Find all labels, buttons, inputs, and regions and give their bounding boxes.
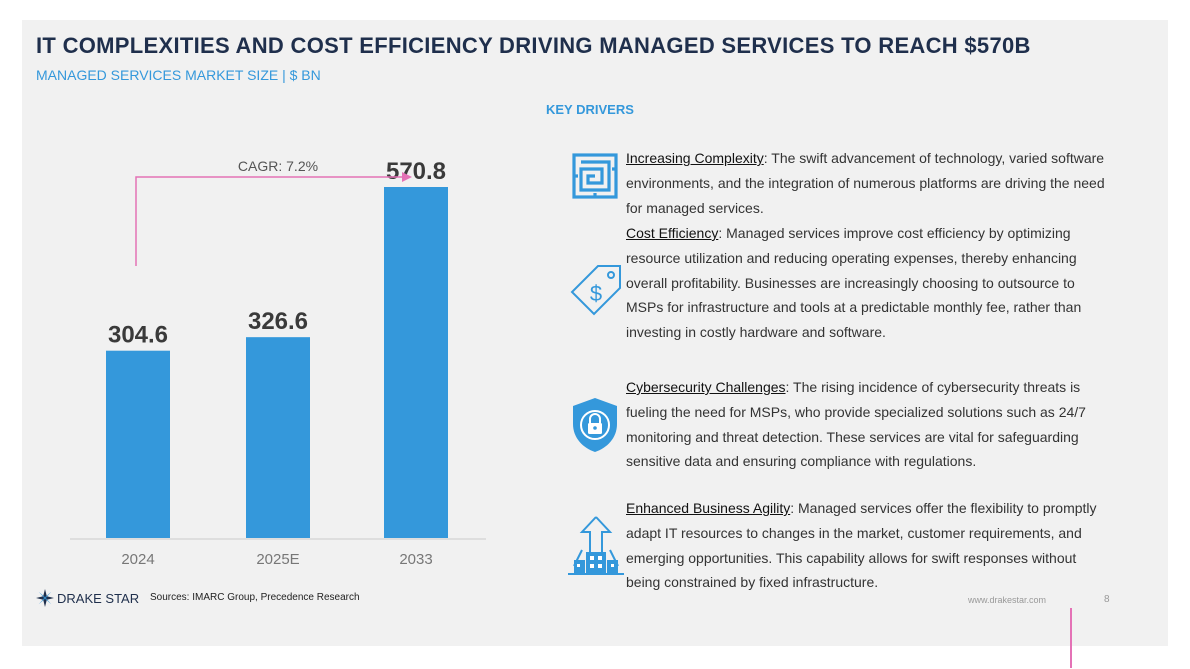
value-label-2033: 570.8	[386, 158, 446, 185]
star-logo-icon	[36, 589, 54, 607]
driver-increasing-complexity: Increasing Complexity: The swift advance…	[626, 146, 1106, 220]
bar-2024	[106, 350, 170, 538]
driver-text: Managed services offer the flexibility t…	[626, 500, 1097, 591]
driver-sep: :	[718, 225, 723, 241]
key-drivers-heading: KEY DRIVERS	[546, 102, 634, 117]
maze-icon	[572, 153, 618, 199]
bar-2025E	[246, 337, 310, 538]
accent-line	[1070, 608, 1072, 668]
cagr-arrow-head	[402, 172, 412, 182]
bar-chart: 304.6 2024 326.6 2025E 570.8 2033 CAGR: 7.2%	[70, 158, 486, 568]
category-label-2033: 2033	[399, 551, 432, 568]
value-label-2025E: 326.6	[248, 308, 308, 335]
slide	[22, 20, 1168, 646]
svg-text:$: $	[590, 281, 602, 306]
brand-logo: DRAKE STAR	[36, 589, 139, 607]
driver-name: Cost Efficiency	[626, 225, 719, 241]
growth-city-icon	[568, 516, 624, 575]
footer-url[interactable]: www.drakestar.com	[968, 595, 1047, 605]
shield-lock-icon	[573, 398, 617, 452]
sources-note: Sources: IMARC Group, Precedence Researc…	[150, 592, 360, 603]
driver-text: Managed services improve cost efficiency…	[626, 225, 1082, 341]
price-tag-icon: $	[570, 265, 621, 316]
page-title: IT COMPLEXITIES AND COST EFFICIENCY DRIV…	[36, 33, 1031, 58]
cagr-label: CAGR: 7.2%	[238, 158, 318, 174]
driver-sep: :	[785, 379, 790, 395]
driver-text: The swift advancement of technology, var…	[626, 150, 1105, 216]
cagr-arrow-line	[135, 176, 402, 266]
driver-sep: :	[763, 150, 768, 166]
driver-cost-efficiency: Cost Efficiency: Managed services improv…	[626, 221, 1106, 345]
brand-name: DRAKE STAR	[57, 590, 140, 606]
driver-sep: :	[790, 500, 795, 516]
category-label-2025E: 2025E	[256, 551, 299, 568]
driver-name: Enhanced Business Agility	[626, 500, 791, 516]
bar-2033	[384, 187, 448, 538]
driver-text: The rising incidence of cybersecurity th…	[626, 379, 1086, 470]
category-label-2024: 2024	[121, 551, 154, 568]
driver-name: Cybersecurity Challenges	[626, 379, 786, 395]
driver-cybersecurity-challenges: Cybersecurity Challenges: The rising inc…	[626, 375, 1106, 474]
driver-enhanced-business-agility: Enhanced Business Agility: Managed servi…	[626, 496, 1106, 595]
driver-name: Increasing Complexity	[626, 150, 764, 166]
chart-subtitle: MANAGED SERVICES MARKET SIZE | $ BN	[36, 67, 321, 83]
page-number: 8	[1104, 594, 1110, 605]
value-label-2024: 304.6	[108, 322, 168, 349]
